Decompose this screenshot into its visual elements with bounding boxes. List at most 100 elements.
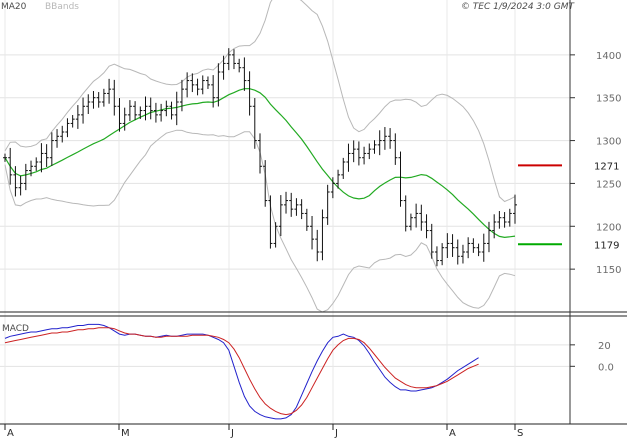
ma20-path xyxy=(4,88,516,239)
ohlc-bar xyxy=(502,212,507,228)
ohlc-bar xyxy=(284,191,289,214)
ohlc-bar xyxy=(263,160,268,207)
ohlc-bar xyxy=(65,118,70,138)
ohlc-bar xyxy=(258,133,262,174)
ohlc-bar xyxy=(481,233,486,262)
ohlc-bar xyxy=(169,101,174,120)
price-tick-label: 1300 xyxy=(596,137,621,148)
ohlc-bar xyxy=(55,129,60,148)
month-label: S xyxy=(517,428,523,439)
ohlc-bar xyxy=(408,213,413,231)
ohlc-bar xyxy=(216,63,221,107)
ohlc-bar xyxy=(497,211,502,229)
ohlc-bar xyxy=(419,204,424,231)
ohlc-bar xyxy=(466,237,471,259)
ohlc-bar xyxy=(304,208,309,231)
ohlc-bar xyxy=(268,195,273,249)
copyright-text: © TEC 1/9/2024 3:0 GMT xyxy=(461,2,576,12)
ohlc-bar xyxy=(75,105,80,129)
ohlc-bar xyxy=(507,208,512,227)
month-label: M xyxy=(121,428,130,439)
ohlc-bar xyxy=(414,203,419,228)
ohlc-bar xyxy=(44,144,49,167)
ohlc-bar xyxy=(34,157,39,171)
ohlc-bar xyxy=(3,153,7,162)
ohlc-bar xyxy=(237,58,242,73)
ohlc-bar xyxy=(346,143,351,172)
ohlc-bar xyxy=(122,107,127,131)
ohlc-bar xyxy=(362,146,367,165)
ohlc-bar xyxy=(242,57,247,91)
ohlc-bar xyxy=(231,49,236,70)
ohlc-bar xyxy=(226,48,231,71)
ohlc-bar xyxy=(86,94,91,114)
price-tick-label: 1400 xyxy=(596,51,621,62)
ohlc-bar xyxy=(195,78,200,96)
ohlc-bar xyxy=(8,147,13,185)
ohlc-bar xyxy=(117,98,122,132)
price-bars xyxy=(3,48,517,267)
legend-ma20: MA20 xyxy=(1,2,27,12)
ohlc-bar xyxy=(341,157,346,179)
ohlc-bar xyxy=(49,132,54,166)
macd-title: MACD xyxy=(2,324,29,334)
ohlc-bar xyxy=(96,92,101,108)
ohlc-bar xyxy=(174,91,179,126)
month-label: A xyxy=(449,428,456,439)
bband-upper-line xyxy=(4,0,516,203)
ohlc-bar xyxy=(127,100,132,122)
ohlc-bar xyxy=(200,75,205,95)
ohlc-bar xyxy=(252,98,257,149)
ohlc-bar xyxy=(159,103,164,122)
ohlc-bar xyxy=(513,194,517,224)
month-label: A xyxy=(7,428,14,439)
ohlc-bar xyxy=(471,238,476,253)
ohlc-bar xyxy=(351,140,356,163)
ohlc-bar xyxy=(372,140,377,154)
ohlc-bar xyxy=(460,244,465,264)
ohlc-bar xyxy=(336,169,341,189)
ohlc-bar xyxy=(492,214,497,239)
ohlc-bar xyxy=(18,175,23,196)
macd-panel xyxy=(4,323,479,420)
ohlc-bar xyxy=(294,198,299,216)
ohlc-bar xyxy=(486,221,491,253)
price-tick-label: 1250 xyxy=(596,179,621,190)
legend-bbands: BBands xyxy=(45,2,79,12)
ohlc-bar xyxy=(190,73,195,93)
ohlc-bar xyxy=(148,97,153,120)
ohlc-bar xyxy=(393,133,398,165)
ohlc-bar xyxy=(403,195,408,232)
ohlc-bar xyxy=(330,177,335,199)
month-label: J xyxy=(334,428,338,439)
ohlc-bar xyxy=(39,143,44,173)
ohlc-bar xyxy=(445,233,450,258)
ohlc-bar xyxy=(247,71,252,116)
ohlc-bar xyxy=(221,55,226,80)
ohlc-bar xyxy=(356,141,361,166)
ohlc-bar xyxy=(320,209,325,261)
ohlc-bar xyxy=(382,127,387,150)
ohlc-bar xyxy=(450,234,455,257)
ohlc-bar xyxy=(133,101,138,120)
ohlc-bar xyxy=(153,102,158,123)
price-tick-label: 1150 xyxy=(596,265,621,276)
ohlc-bar xyxy=(164,100,169,117)
ohlc-bar xyxy=(367,143,372,160)
ohlc-bar xyxy=(143,96,148,121)
ohlc-bar xyxy=(424,214,429,239)
ohlc-bar xyxy=(70,115,75,128)
ma20-line xyxy=(4,88,516,239)
ohlc-bar xyxy=(377,130,382,156)
grid xyxy=(0,0,570,424)
ohlc-bar xyxy=(455,239,460,265)
ohlc-bar xyxy=(112,79,117,116)
ohlc-bar xyxy=(299,199,304,220)
ohlc-bar xyxy=(398,151,403,207)
price-tick-label: 1350 xyxy=(596,94,621,105)
ohlc-bar xyxy=(91,91,96,109)
ohlc-bar xyxy=(388,128,393,149)
level-label: 1179 xyxy=(594,240,619,251)
price-tick-label: 1200 xyxy=(596,222,621,233)
